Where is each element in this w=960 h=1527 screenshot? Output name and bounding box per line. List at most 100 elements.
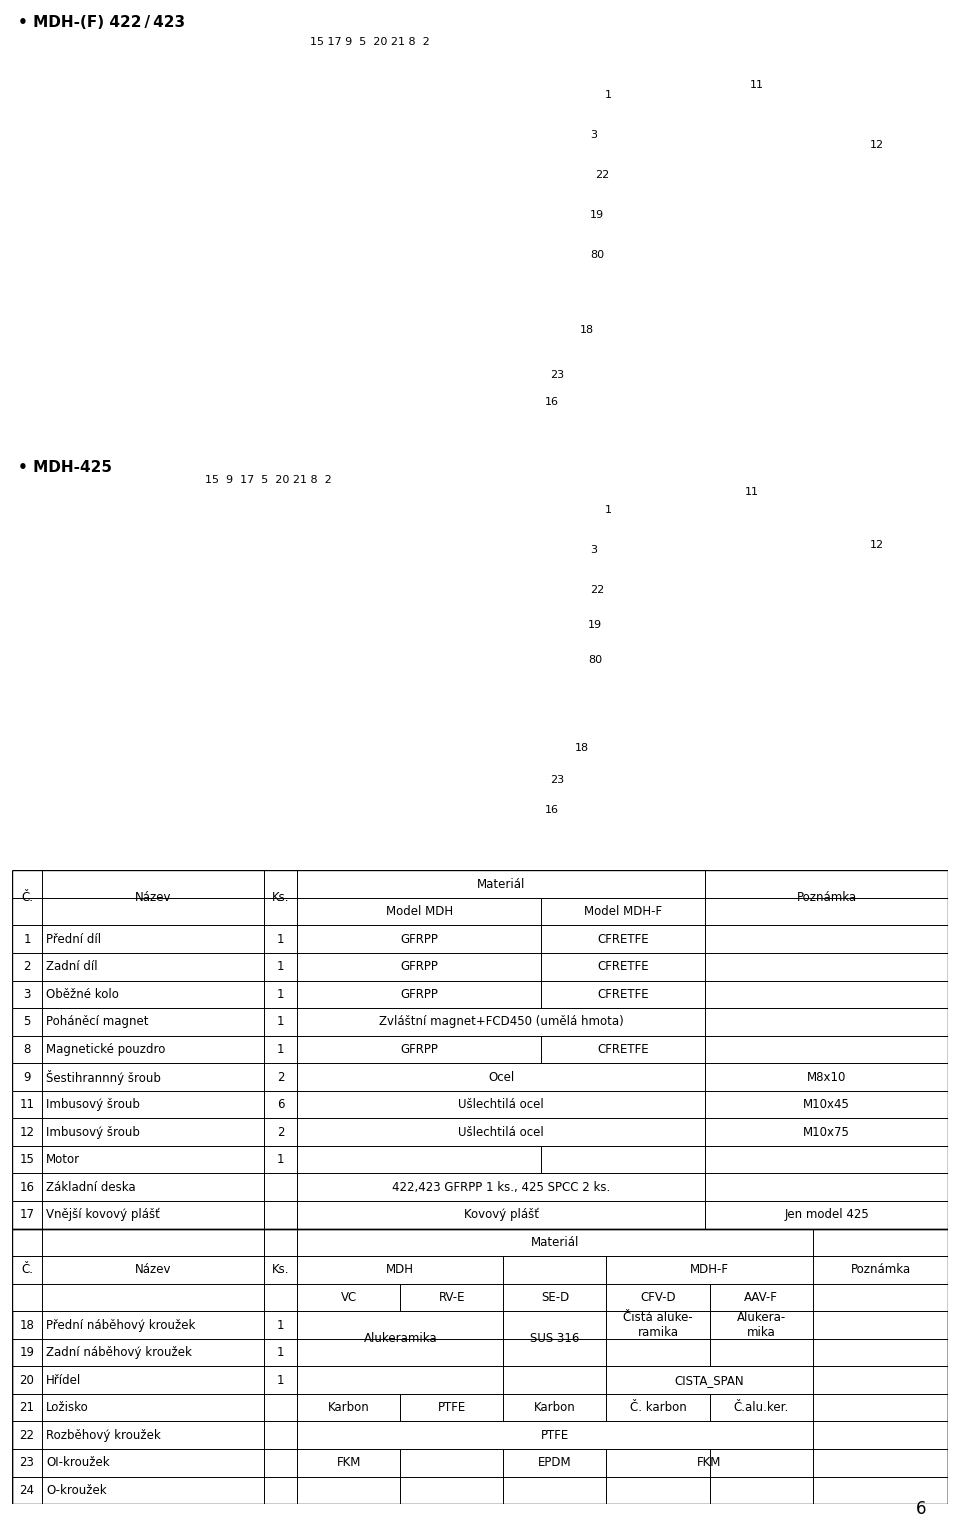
Text: Šestihrannný šroub: Šestihrannný šroub — [46, 1069, 161, 1084]
Text: 9: 9 — [23, 1070, 31, 1084]
Text: 22: 22 — [595, 169, 610, 180]
Text: Ušlechtilá ocel: Ušlechtilá ocel — [458, 1098, 544, 1112]
Text: CISTA_SPAN: CISTA_SPAN — [675, 1374, 744, 1387]
Text: O-kroužek: O-kroužek — [46, 1484, 107, 1496]
Text: 16: 16 — [19, 1180, 35, 1194]
Text: Magnetické pouzdro: Magnetické pouzdro — [46, 1043, 165, 1057]
Text: VC: VC — [341, 1290, 357, 1304]
Text: Jen model 425: Jen model 425 — [784, 1208, 869, 1222]
Text: Hřídel: Hřídel — [46, 1374, 82, 1387]
Text: 16: 16 — [545, 397, 559, 408]
Text: 11: 11 — [750, 79, 764, 90]
Text: PTFE: PTFE — [438, 1402, 466, 1414]
Text: Alukera-
mika: Alukera- mika — [736, 1312, 785, 1339]
Text: 18: 18 — [575, 744, 589, 753]
Text: Rozběhový kroužek: Rozběhový kroužek — [46, 1429, 161, 1441]
Text: 18: 18 — [19, 1318, 35, 1332]
Text: Název: Název — [135, 1263, 172, 1277]
Text: 23: 23 — [550, 370, 564, 380]
Text: CFRETFE: CFRETFE — [597, 1043, 649, 1057]
Text: 22: 22 — [19, 1429, 35, 1441]
Text: CFRETFE: CFRETFE — [597, 988, 649, 1000]
Text: Ušlechtilá ocel: Ušlechtilá ocel — [458, 1125, 544, 1139]
Text: 1: 1 — [277, 960, 285, 973]
Text: Ks.: Ks. — [272, 892, 290, 904]
Text: Karbon: Karbon — [328, 1402, 370, 1414]
Text: Č. karbon: Č. karbon — [630, 1402, 686, 1414]
Text: 8: 8 — [23, 1043, 31, 1057]
Text: M10x75: M10x75 — [804, 1125, 851, 1139]
Text: 2: 2 — [277, 1125, 285, 1139]
Text: AAV-F: AAV-F — [744, 1290, 778, 1304]
Text: • MDH-425: • MDH-425 — [18, 460, 112, 475]
Text: 1: 1 — [605, 505, 612, 515]
Text: 6: 6 — [917, 1500, 926, 1518]
Text: Č.: Č. — [21, 1263, 33, 1277]
Text: 11: 11 — [19, 1098, 35, 1112]
Text: Vnější kovový plášť: Vnější kovový plášť — [46, 1208, 160, 1222]
Text: 17: 17 — [19, 1208, 35, 1222]
Text: 15 17 9  5  20 21 8  2: 15 17 9 5 20 21 8 2 — [310, 37, 430, 47]
Text: M10x45: M10x45 — [804, 1098, 851, 1112]
Text: 24: 24 — [19, 1484, 35, 1496]
Text: 5: 5 — [23, 1015, 31, 1028]
Text: Poznámka: Poznámka — [851, 1263, 911, 1277]
Text: 3: 3 — [590, 545, 597, 556]
Text: 12: 12 — [870, 541, 884, 550]
Text: PTFE: PTFE — [540, 1429, 569, 1441]
Text: 1: 1 — [277, 1318, 285, 1332]
Text: Kovový plášť: Kovový plášť — [464, 1208, 539, 1222]
Text: • MDH-(F) 422 / 423: • MDH-(F) 422 / 423 — [18, 15, 185, 31]
Text: 12: 12 — [19, 1125, 35, 1139]
Text: 80: 80 — [588, 655, 602, 666]
Text: 21: 21 — [19, 1402, 35, 1414]
Text: 422,423 GFRPP 1 ks., 425 SPCC 2 ks.: 422,423 GFRPP 1 ks., 425 SPCC 2 ks. — [392, 1180, 611, 1194]
Text: Model MDH: Model MDH — [386, 906, 453, 918]
Text: 19: 19 — [19, 1347, 35, 1359]
Text: Motor: Motor — [46, 1153, 81, 1167]
Text: Název: Název — [135, 892, 172, 904]
Text: CFRETFE: CFRETFE — [597, 960, 649, 973]
Text: Ocel: Ocel — [488, 1070, 515, 1084]
Text: Zadní náběhový kroužek: Zadní náběhový kroužek — [46, 1347, 192, 1359]
Text: M8x10: M8x10 — [807, 1070, 847, 1084]
Text: 18: 18 — [580, 325, 594, 334]
Text: SUS 316: SUS 316 — [530, 1332, 580, 1345]
Text: 1: 1 — [605, 90, 612, 101]
Text: 80: 80 — [590, 250, 604, 260]
Text: Imbusový šroub: Imbusový šroub — [46, 1098, 140, 1112]
Text: OI-kroužek: OI-kroužek — [46, 1457, 109, 1469]
Text: 20: 20 — [19, 1374, 35, 1387]
Text: Č.: Č. — [21, 892, 33, 904]
Text: 12: 12 — [870, 140, 884, 150]
Text: FKM: FKM — [697, 1457, 722, 1469]
Text: Model MDH-F: Model MDH-F — [584, 906, 662, 918]
Text: 6: 6 — [277, 1098, 285, 1112]
Text: MDH-F: MDH-F — [690, 1263, 729, 1277]
Text: GFRPP: GFRPP — [400, 1043, 438, 1057]
Text: Materiál: Materiál — [531, 1235, 579, 1249]
Text: 22: 22 — [590, 585, 604, 596]
Text: Přední náběhový kroužek: Přední náběhový kroužek — [46, 1318, 196, 1332]
Text: 1: 1 — [277, 1043, 285, 1057]
Text: 23: 23 — [19, 1457, 35, 1469]
Text: 2: 2 — [277, 1070, 285, 1084]
Text: Č.alu.ker.: Č.alu.ker. — [733, 1402, 789, 1414]
Text: GFRPP: GFRPP — [400, 988, 438, 1000]
Text: Ložisko: Ložisko — [46, 1402, 89, 1414]
Text: EPDM: EPDM — [539, 1457, 572, 1469]
Text: Oběžné kolo: Oběžné kolo — [46, 988, 119, 1000]
Text: GFRPP: GFRPP — [400, 960, 438, 973]
Text: 19: 19 — [588, 620, 602, 631]
Text: 3: 3 — [23, 988, 31, 1000]
Text: 1: 1 — [277, 1347, 285, 1359]
Text: 11: 11 — [745, 487, 759, 498]
Text: 2: 2 — [23, 960, 31, 973]
Text: RV-E: RV-E — [439, 1290, 466, 1304]
Text: Poznámka: Poznámka — [797, 892, 856, 904]
Text: Přední díl: Přední díl — [46, 933, 102, 945]
Text: Základní deska: Základní deska — [46, 1180, 135, 1194]
Text: CFRETFE: CFRETFE — [597, 933, 649, 945]
Text: 1: 1 — [277, 1153, 285, 1167]
Text: Ks.: Ks. — [272, 1263, 290, 1277]
